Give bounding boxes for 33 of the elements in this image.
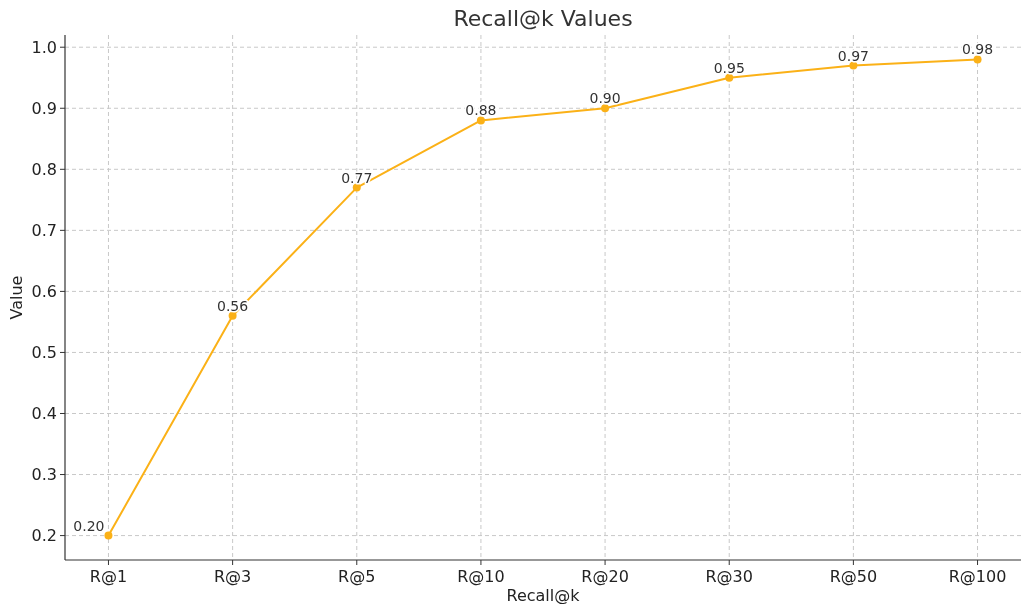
point	[352, 183, 361, 192]
point	[725, 73, 734, 82]
y-tick-label: 0.5	[31, 343, 57, 363]
data-label: 0.77	[341, 169, 373, 186]
x-tick-label: R@30	[705, 567, 753, 586]
data-label: 0.90	[589, 90, 621, 107]
point	[104, 531, 113, 540]
y-tick-label: 0.7	[31, 220, 57, 240]
data-label: 0.98	[961, 41, 994, 58]
data-label: 0.95	[713, 59, 745, 76]
y-tick-label: 0.6	[31, 282, 57, 301]
y-tick-label: 0.3	[31, 465, 57, 485]
point	[476, 116, 485, 125]
chart-title: Recall@k Values	[453, 6, 633, 31]
x-tick-label: R@100	[948, 567, 1007, 586]
y-tick-label: 0.8	[31, 159, 57, 179]
x-tick-label: R@20	[581, 567, 629, 586]
y-axis-title: Value	[7, 275, 26, 320]
x-tick-label: R@50	[829, 567, 878, 586]
data-label: 0.88	[465, 102, 497, 119]
data-label: 0.20	[73, 517, 105, 534]
point	[973, 55, 982, 64]
y-tick-label: 0.9	[31, 98, 57, 118]
data-label: 0.97	[837, 47, 869, 64]
y-tick-label: 0.4	[31, 404, 57, 424]
x-tick-label: R@10	[457, 567, 505, 586]
y-tick-label: 1.0	[31, 37, 57, 57]
x-tick-label: R@1	[89, 567, 128, 586]
x-axis-title: Recall@k	[506, 586, 581, 604]
x-tick-label: R@5	[338, 567, 376, 586]
x-tick-label: R@3	[213, 567, 252, 586]
point	[601, 104, 610, 113]
y-tick-label: 0.2	[31, 526, 57, 546]
